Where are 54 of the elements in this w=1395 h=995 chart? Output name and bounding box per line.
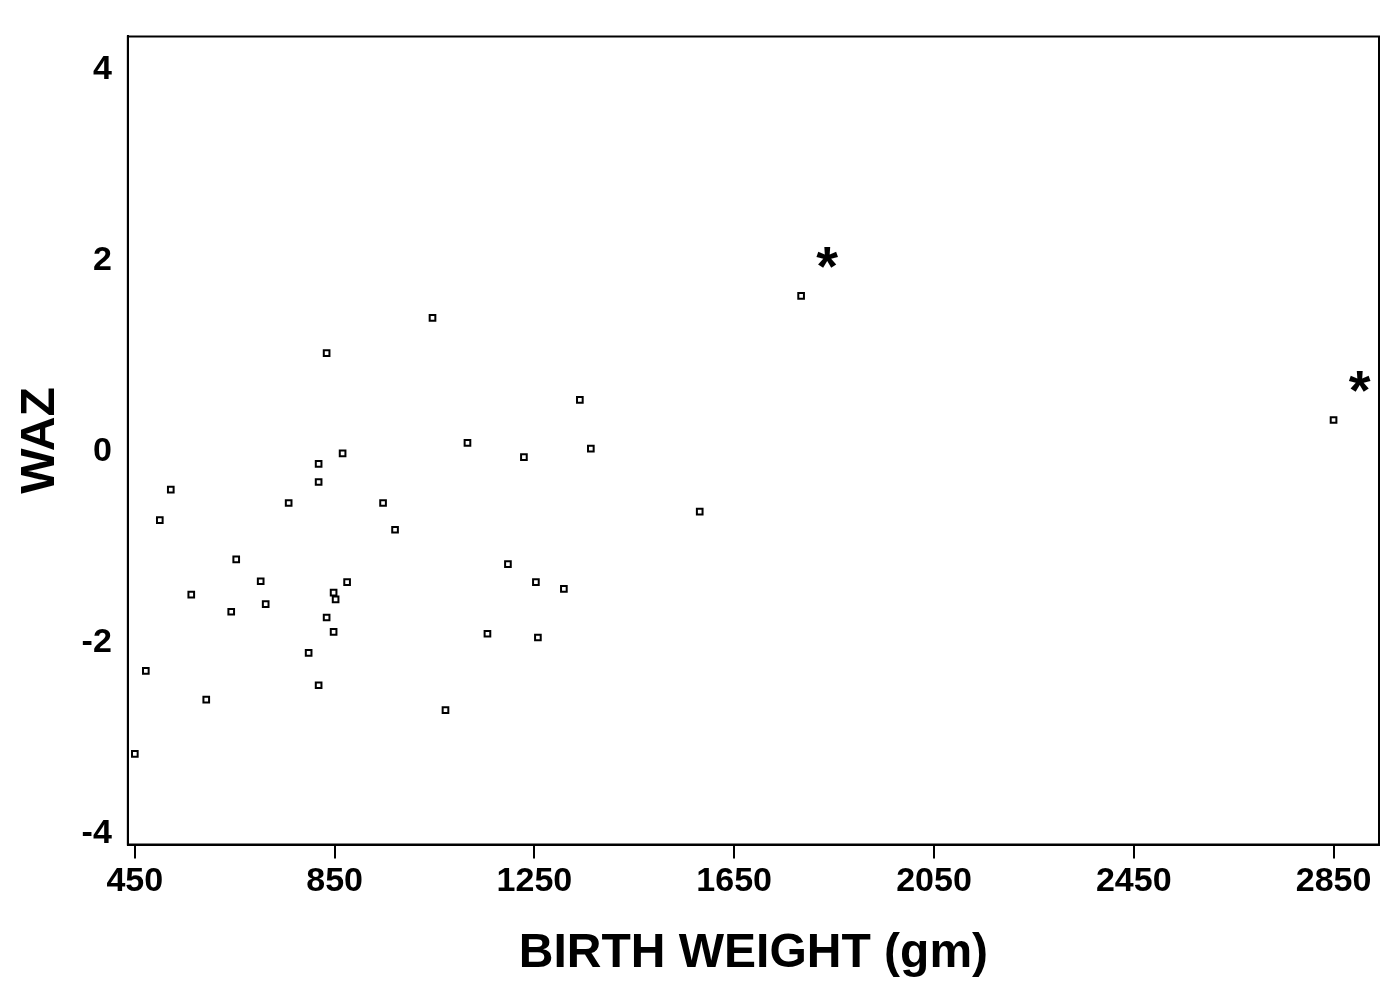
point — [483, 629, 492, 638]
point — [141, 667, 150, 675]
point — [322, 613, 331, 622]
point — [304, 648, 313, 657]
point — [532, 578, 540, 587]
point — [331, 595, 340, 604]
x-tick-label: 450 — [106, 860, 164, 899]
point — [391, 525, 399, 534]
point — [338, 449, 347, 458]
x-tick-label: 2450 — [1095, 860, 1172, 899]
point — [131, 750, 139, 758]
x-tick-label: 850 — [306, 860, 363, 899]
x-tick-label: 2850 — [1295, 860, 1372, 899]
point — [797, 292, 805, 300]
x-tick-label: 2050 — [896, 860, 972, 899]
point — [534, 633, 542, 642]
y-tick-label: 2 — [92, 239, 112, 278]
point — [587, 444, 595, 453]
x-tick-label: 1250 — [496, 860, 573, 899]
point — [232, 555, 241, 564]
point — [284, 499, 293, 507]
point — [202, 695, 211, 704]
point — [314, 460, 323, 468]
point — [441, 706, 450, 714]
point — [322, 349, 331, 358]
point — [379, 499, 387, 507]
point — [329, 588, 338, 597]
y-tick-label: 4 — [92, 48, 112, 87]
point — [576, 396, 584, 404]
point — [504, 560, 512, 568]
point — [560, 585, 568, 593]
x-tick-label: 1650 — [696, 860, 773, 899]
annotation: * — [1348, 358, 1371, 422]
point — [227, 607, 236, 616]
point — [520, 453, 528, 462]
point — [428, 314, 437, 322]
point — [314, 681, 323, 690]
y-tick-label: 0 — [92, 429, 112, 468]
point — [314, 478, 323, 486]
point — [155, 516, 164, 524]
point — [695, 507, 704, 516]
point — [256, 577, 265, 586]
y-tick-label: -2 — [81, 620, 112, 659]
point — [329, 627, 338, 636]
point — [463, 439, 472, 447]
y-tick-label: -4 — [81, 811, 112, 850]
point — [343, 578, 351, 587]
annotation: * — [816, 234, 839, 298]
y-axis-title: WAZ — [11, 387, 65, 494]
point — [187, 590, 196, 599]
point — [1329, 416, 1338, 424]
point — [166, 485, 175, 494]
point — [261, 600, 270, 608]
x-axis-title: BIRTH WEIGHT (gm) — [518, 924, 989, 978]
